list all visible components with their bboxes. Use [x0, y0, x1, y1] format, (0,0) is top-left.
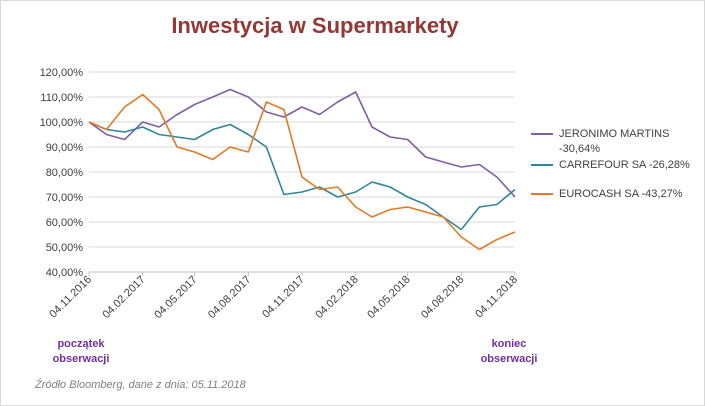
end-annotation-line1: koniec	[491, 338, 527, 350]
legend-label-jeronimo: JERONIMO MARTINS -30,64%	[559, 128, 670, 155]
x-tick-label-7: 04.08.2018	[419, 274, 466, 321]
legend-swatch-carrefour	[531, 164, 553, 166]
x-tick-label-8: 04.11.2018	[473, 274, 520, 321]
legend-swatch-eurocash	[531, 193, 553, 195]
x-tick-label-2: 04.05.2017	[152, 274, 199, 321]
y-tick-label-6: 100,00%	[40, 117, 84, 129]
legend-label-carrefour: CARREFOUR SA -26,28%	[559, 159, 690, 171]
end-annotation: koniec obserwacji	[469, 337, 549, 367]
y-tick-label-4: 80,00%	[46, 167, 84, 179]
source-note: Źródło Bloomberg, dane z dnia: 05.11.201…	[35, 379, 246, 391]
end-annotation-line2: obserwacji	[480, 353, 538, 365]
y-tick-label-3: 70,00%	[46, 192, 84, 204]
series-line-eurocash	[88, 93, 516, 251]
y-tick-label-2: 60,00%	[46, 217, 84, 229]
series-line-jeronimo	[88, 88, 516, 198]
y-tick-label-1: 50,00%	[46, 242, 84, 254]
start-annotation-line1: początek	[57, 338, 105, 350]
x-tick-label-3: 04.08.2017	[206, 274, 253, 321]
start-annotation: początek obserwacji	[41, 337, 121, 367]
legend-swatch-jeronimo	[531, 133, 553, 135]
x-tick-label-6: 04.05.2018	[365, 274, 412, 321]
x-tick-label-5: 04.02.2018	[313, 274, 360, 321]
start-annotation-line2: obserwacji	[52, 353, 110, 365]
chart-title: Inwestycja w Supermarkety	[171, 13, 459, 38]
y-tick-label-5: 90,00%	[46, 142, 84, 154]
legend-label-eurocash: EUROCASH SA -43,27%	[559, 188, 683, 200]
x-tick-label-0: 04.11.2016	[47, 274, 94, 321]
x-tick-label-4: 04.11.2017	[260, 274, 307, 321]
y-tick-label-8: 120,00%	[40, 67, 84, 79]
y-tick-label-7: 110,00%	[40, 92, 83, 104]
y-tick-label-0: 40,00%	[46, 267, 84, 279]
x-tick-label-1: 04.02.2017	[100, 274, 147, 321]
